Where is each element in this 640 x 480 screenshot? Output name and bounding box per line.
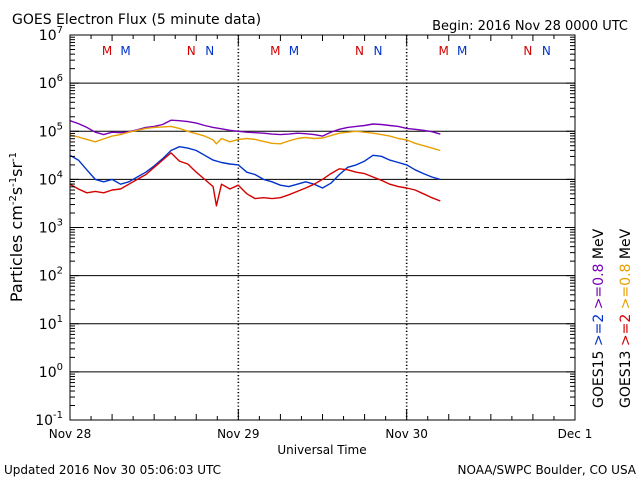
begin-date-label: Begin: 2016 Nov 28 0000 UTC	[432, 19, 628, 34]
x-tick-label: Nov 30	[385, 427, 428, 441]
y-tick-label: 106	[39, 73, 63, 92]
y-tick-label: 10-1	[35, 410, 63, 429]
orbit-marker-m: M	[270, 44, 280, 58]
orbit-marker-m: M	[457, 44, 467, 58]
y-tick-label: 100	[39, 362, 63, 381]
orbit-marker-m: M	[120, 44, 130, 58]
orbit-marker-m: M	[439, 44, 449, 58]
y-tick-label: 105	[39, 121, 63, 140]
chart-title: GOES Electron Flux (5 minute data)	[12, 12, 261, 28]
orbit-marker-n: N	[187, 44, 196, 58]
y-tick-label: 102	[39, 266, 63, 285]
series-line	[69, 125, 441, 152]
agency-credit: NOAA/SWPC Boulder, CO USA	[458, 463, 637, 477]
orbit-marker-n: N	[355, 44, 364, 58]
x-tick-label: Dec 1	[558, 427, 593, 441]
y-axis-title-exp-2: -1	[8, 177, 19, 187]
x-tick-label: Nov 28	[49, 427, 92, 441]
y-axis-title-exp-1: -2	[8, 195, 19, 205]
y-tick-labels: 107 106 105 104 103 102 101 100 10-1	[35, 25, 63, 429]
y-axis-title-base: Particles cm	[7, 205, 26, 302]
data-series	[69, 119, 441, 207]
y-tick-label: 103	[39, 218, 63, 237]
updated-timestamp: Updated 2016 Nov 30 05:06:03 UTC	[4, 463, 221, 477]
orbit-marker-n: N	[523, 44, 532, 58]
orbit-marker-m: M	[102, 44, 112, 58]
legend-goes15: GOES15 >=2 >=0.8 MeV	[591, 228, 607, 408]
orbit-marker-n: N	[205, 44, 214, 58]
y-tick-label: 107	[39, 25, 63, 44]
series-line	[69, 145, 441, 189]
gridlines	[70, 82, 575, 373]
axis-ticks	[69, 34, 576, 421]
orbit-marker-n: N	[542, 44, 551, 58]
y-axis-title-exp-3: -1	[8, 152, 19, 162]
y-axis-title: Particles cm-2s-1sr-1	[7, 152, 26, 302]
legend-goes13: GOES13 >=2 >=0.8 MeV	[618, 228, 634, 408]
x-axis-title: Universal Time	[277, 443, 366, 457]
y-tick-label: 104	[39, 169, 63, 188]
series-line	[69, 152, 441, 207]
y-axis-title-s: s	[7, 187, 26, 195]
orbit-marker-m: M	[289, 44, 299, 58]
x-tick-labels: Nov 28 Nov 29 Nov 30 Dec 1	[49, 427, 593, 441]
x-tick-label: Nov 29	[217, 427, 260, 441]
legend: GOES15 >=2 >=0.8 MeV GOES13 >=2 >=0.8 MeV	[591, 228, 634, 408]
y-axis-title-sr: sr	[7, 162, 26, 177]
y-tick-label: 101	[39, 314, 63, 333]
orbit-marker-n: N	[374, 44, 383, 58]
